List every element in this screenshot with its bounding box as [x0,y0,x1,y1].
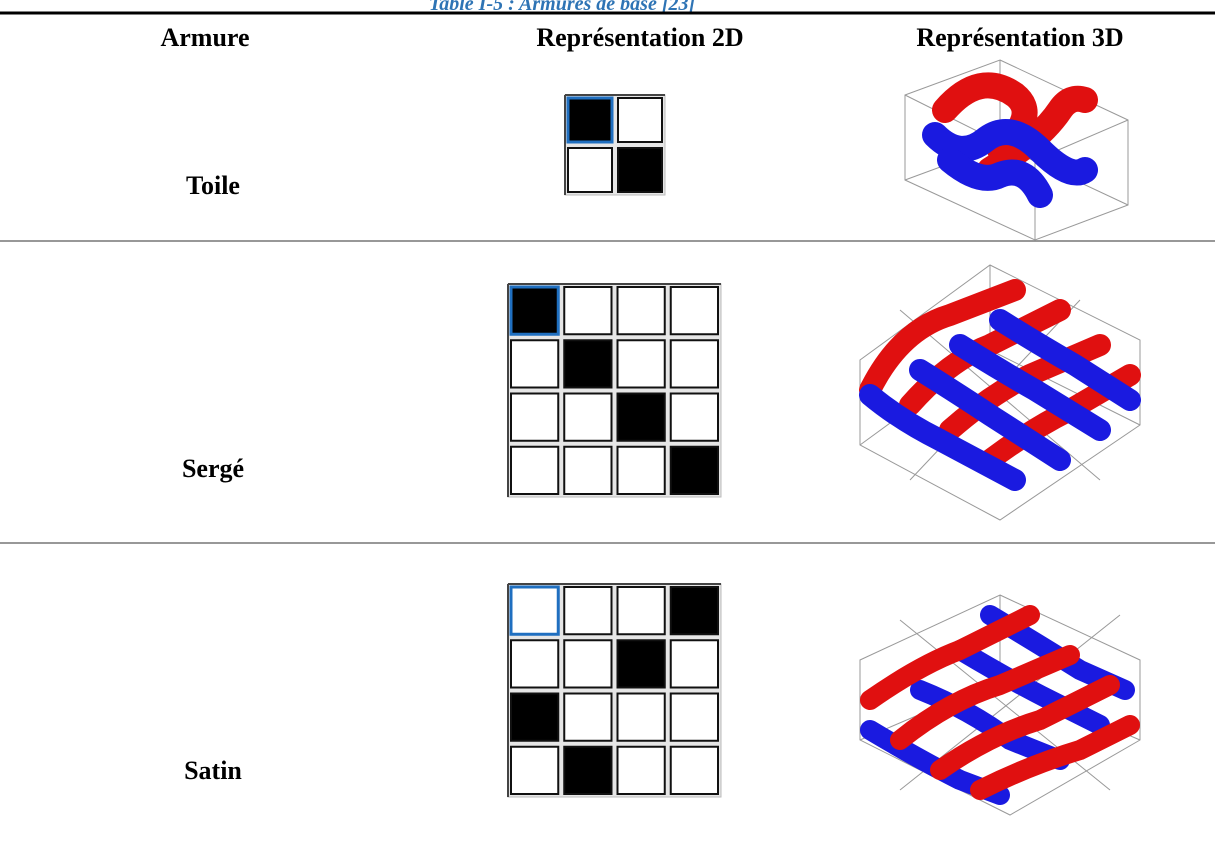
weave-cell [616,586,666,636]
grids [507,94,722,798]
weave-cell [669,639,719,689]
row-label: Sergé [182,454,244,483]
weave-cell [510,392,560,442]
weave-cell [563,339,613,389]
weave-cell [510,692,560,742]
weave-cell [509,585,560,636]
weave-cell [616,339,666,389]
weave-cell [510,339,560,389]
weave-cell [616,392,666,442]
weave-cell [563,445,613,495]
weave-cell [669,586,719,636]
weave-cell [563,745,613,795]
weave-cell [509,285,560,336]
weave-cell [563,639,613,689]
weave-cell [510,745,560,795]
weave-cell [566,96,614,144]
weave-cell [567,147,613,193]
weave-cell [616,286,666,336]
weave-cell [563,692,613,742]
weave-cell [510,445,560,495]
weave-cell [669,286,719,336]
weave-cell [669,692,719,742]
weave-cell [510,639,560,689]
weave-cell [563,586,613,636]
row-label: Toile [186,171,240,200]
header-cell: Armure [160,23,249,52]
weave-3d-toile [904,59,1129,241]
weave-cell [616,745,666,795]
weave-cell [669,392,719,442]
weave-cell [563,286,613,336]
weave-cell [617,97,663,143]
weave-cell [616,639,666,689]
weave-cell [616,445,666,495]
weave-3d-satin [859,594,1141,816]
weave-cell [669,445,719,495]
weave-cell [669,339,719,389]
weave-cell [563,392,613,442]
caption: Table I-5 : Armures de base [23] [429,0,696,15]
row-label: Satin [184,756,242,785]
header-cell: Représentation 3D [916,23,1123,52]
weave-cell [669,745,719,795]
weave-cell [617,147,663,193]
weave-cell [616,692,666,742]
header-cell: Représentation 2D [536,23,743,52]
weave-3d-serge [859,264,1141,521]
